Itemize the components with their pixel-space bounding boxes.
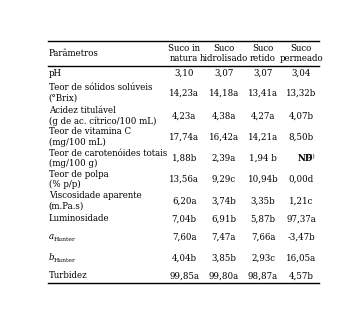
Text: 6,20a: 6,20a: [172, 196, 197, 205]
Text: 16,05a: 16,05a: [286, 253, 316, 263]
Text: 3,07: 3,07: [214, 69, 233, 78]
Text: Luminosidade: Luminosidade: [49, 214, 109, 223]
Text: Suco
permeado: Suco permeado: [279, 44, 323, 63]
Text: b: b: [49, 253, 54, 263]
Text: 4,07b: 4,07b: [289, 111, 314, 120]
Text: 97,37a: 97,37a: [286, 214, 316, 223]
Text: (2): (2): [306, 154, 315, 159]
Text: 3,74b: 3,74b: [211, 196, 236, 205]
Text: 14,23a: 14,23a: [169, 89, 199, 98]
Text: Hunter: Hunter: [54, 237, 76, 242]
Text: -3,47b: -3,47b: [287, 232, 315, 241]
Text: 10,94b: 10,94b: [248, 175, 278, 184]
Text: Teor de carotenóides totais
(mg/100 g): Teor de carotenóides totais (mg/100 g): [49, 149, 167, 168]
Text: 3,07: 3,07: [253, 69, 273, 78]
Text: 6,91b: 6,91b: [211, 214, 236, 223]
Text: 98,87a: 98,87a: [248, 271, 278, 280]
Text: pH: pH: [49, 69, 62, 78]
Text: Suco
hidrolisado: Suco hidrolisado: [199, 44, 248, 63]
Text: 7,66a: 7,66a: [251, 232, 275, 241]
Text: 13,56a: 13,56a: [169, 175, 199, 184]
Text: Hunter: Hunter: [54, 258, 76, 263]
Text: Teor de polpa
(% p/p): Teor de polpa (% p/p): [49, 170, 108, 189]
Text: 1,88b: 1,88b: [171, 154, 197, 163]
Text: 4,27a: 4,27a: [251, 111, 275, 120]
Text: 13,32b: 13,32b: [286, 89, 316, 98]
Text: Suco in
natura: Suco in natura: [168, 44, 200, 63]
Text: 3,04: 3,04: [291, 69, 311, 78]
Text: Viscosidade aparente
(m.Pa.s): Viscosidade aparente (m.Pa.s): [49, 191, 141, 211]
Text: Teor de sólidos solúveis
(°Brix): Teor de sólidos solúveis (°Brix): [49, 83, 152, 103]
Text: 7,04b: 7,04b: [171, 214, 197, 223]
Text: 8,50b: 8,50b: [289, 133, 314, 142]
Text: 3,10: 3,10: [174, 69, 194, 78]
Text: Teor de vitamina C
(mg/100 mL): Teor de vitamina C (mg/100 mL): [49, 127, 131, 147]
Text: Turbidez: Turbidez: [49, 271, 87, 280]
Text: 7,47a: 7,47a: [211, 232, 236, 241]
Text: 14,21a: 14,21a: [248, 133, 278, 142]
Text: 7,60a: 7,60a: [172, 232, 197, 241]
Text: 3,35b: 3,35b: [251, 196, 275, 205]
Text: 2,93c: 2,93c: [251, 253, 275, 263]
Text: 1,21c: 1,21c: [289, 196, 313, 205]
Text: 13,41a: 13,41a: [248, 89, 278, 98]
Text: 0,00d: 0,00d: [289, 175, 314, 184]
Text: 5,87b: 5,87b: [251, 214, 276, 223]
Text: 3,85b: 3,85b: [211, 253, 236, 263]
Text: 4,23a: 4,23a: [172, 111, 196, 120]
Text: a: a: [49, 232, 54, 241]
Text: 9,29c: 9,29c: [212, 175, 236, 184]
Text: 1,94 b: 1,94 b: [249, 154, 277, 163]
Text: Parâmetros: Parâmetros: [48, 49, 98, 58]
Text: 17,74a: 17,74a: [169, 133, 199, 142]
Text: 4,57b: 4,57b: [289, 271, 314, 280]
Text: 2,39a: 2,39a: [212, 154, 236, 163]
Text: 99,80a: 99,80a: [208, 271, 239, 280]
Text: 99,85a: 99,85a: [169, 271, 199, 280]
Text: 4,04b: 4,04b: [171, 253, 197, 263]
Text: Suco
retido: Suco retido: [250, 44, 276, 63]
Text: Acidez titulável
(g de ac. cítrico/100 mL): Acidez titulável (g de ac. cítrico/100 m…: [49, 106, 156, 126]
Text: 14,18a: 14,18a: [208, 89, 239, 98]
Text: 16,42a: 16,42a: [209, 133, 238, 142]
Text: 4,38a: 4,38a: [211, 111, 236, 120]
Text: ND: ND: [298, 154, 313, 163]
